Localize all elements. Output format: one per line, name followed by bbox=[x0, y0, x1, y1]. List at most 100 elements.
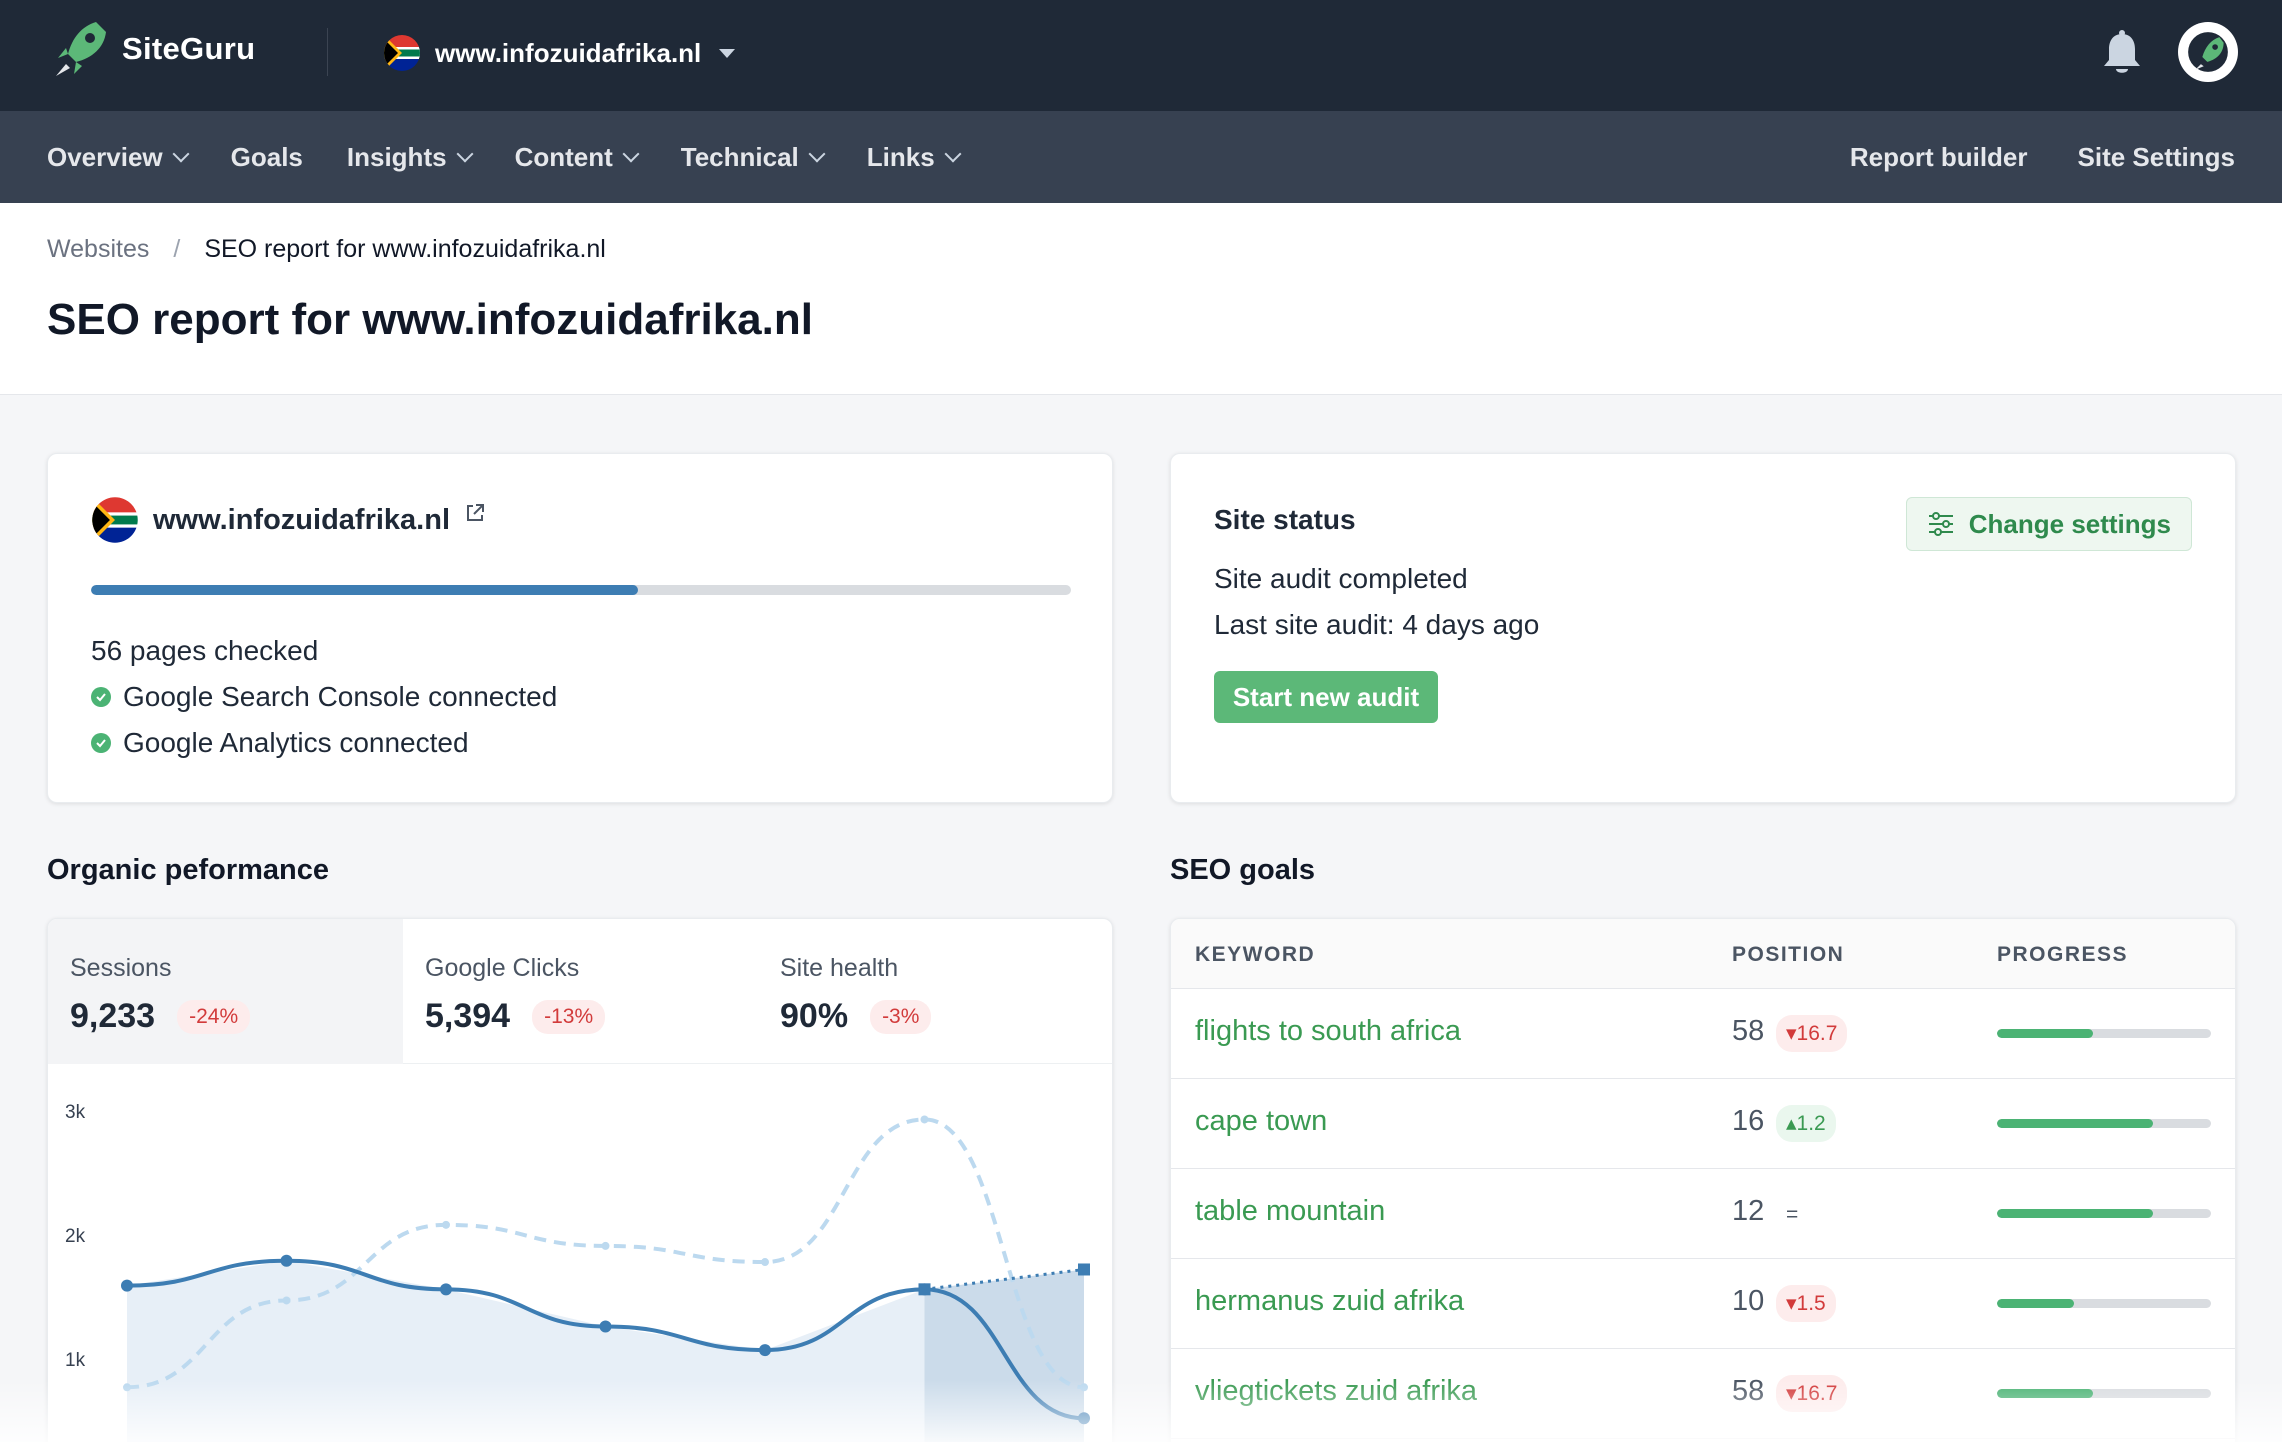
site-status-title: Site status bbox=[1214, 504, 1356, 535]
site-selector[interactable]: www.infozuidafrika.nl bbox=[383, 34, 736, 72]
projection-line bbox=[924, 1267, 1085, 1291]
goal-progress-fill bbox=[1997, 1299, 2075, 1308]
crawl-progress-fill bbox=[91, 585, 638, 595]
keyword-position: 16 bbox=[1732, 1105, 1765, 1137]
sessions-point bbox=[599, 1320, 612, 1333]
sessions-point bbox=[121, 1279, 133, 1292]
chevron-down-icon bbox=[172, 145, 190, 163]
sliders-icon bbox=[1928, 512, 1953, 536]
position-change-badge: ▾16.7 bbox=[1776, 1015, 1848, 1052]
metric-value: 9,233 bbox=[70, 997, 156, 1035]
breadcrumb-websites[interactable]: Websites bbox=[47, 235, 150, 263]
keyword-position: 58 bbox=[1732, 1015, 1765, 1047]
chevron-down-icon bbox=[944, 145, 962, 163]
keyword-link[interactable]: cape town bbox=[1195, 1105, 1328, 1137]
connection-gsc: Google Search Console connected bbox=[91, 674, 557, 720]
change-settings-button[interactable]: Change settings bbox=[1905, 497, 2192, 551]
previous-period-point bbox=[761, 1258, 769, 1267]
nav-label: Technical bbox=[680, 141, 799, 172]
previous-period-point bbox=[1080, 1383, 1088, 1392]
nav-links[interactable]: Links bbox=[867, 142, 962, 173]
main-nav: Overview Goals Insights Content Technical Lin… bbox=[0, 111, 2282, 203]
keyword-position: 58 bbox=[1732, 1375, 1765, 1407]
header-position: POSITION bbox=[1732, 943, 1845, 966]
page-header: Websites / SEO report for www.infozuidaf… bbox=[0, 203, 2282, 395]
metric-label: Google Clicks bbox=[425, 954, 580, 982]
nav-overview[interactable]: Overview bbox=[47, 142, 190, 173]
start-new-audit-button[interactable]: Start new audit bbox=[1214, 671, 1438, 723]
arrow-down-icon: ▾ bbox=[1786, 1292, 1797, 1315]
goal-progress-bar bbox=[1997, 1389, 2211, 1398]
metric-tabs: Sessions 9,233 -24% Google Clicks 5,394 -13% S… bbox=[48, 919, 1112, 1064]
check-circle-icon bbox=[91, 687, 111, 707]
table-row: flights to south africa 58 ▾16.7 bbox=[1171, 989, 2235, 1079]
goals-table-header: KEYWORD POSITION PROGRESS bbox=[1171, 919, 2235, 989]
header-keyword: KEYWORD bbox=[1195, 943, 1316, 966]
connection-label: Google Search Console connected bbox=[123, 681, 558, 712]
rocket-icon bbox=[56, 22, 106, 76]
nav-label: Insights bbox=[346, 141, 447, 172]
south-africa-flag-icon bbox=[384, 35, 420, 71]
tab-sessions[interactable]: Sessions 9,233 -24% bbox=[48, 919, 403, 1064]
y-tick-label: 3k bbox=[65, 1102, 86, 1123]
header-progress: PROGRESS bbox=[1997, 943, 2129, 966]
bell-icon[interactable] bbox=[2100, 30, 2144, 78]
page-title: SEO report for www.infozuidafrika.nl bbox=[47, 295, 813, 344]
avatar[interactable] bbox=[2178, 22, 2238, 82]
table-row: vliegtickets zuid afrika 58 ▾16.7 bbox=[1171, 1349, 2235, 1439]
change-settings-label: Change settings bbox=[1968, 508, 2171, 539]
nav-goals[interactable]: Goals bbox=[231, 142, 303, 173]
goal-progress-bar bbox=[1997, 1119, 2211, 1128]
keyword-link[interactable]: vliegtickets zuid afrika bbox=[1195, 1375, 1478, 1407]
breadcrumb: Websites / SEO report for www.infozuidaf… bbox=[47, 235, 606, 264]
keyword-link[interactable]: hermanus zuid afrika bbox=[1195, 1285, 1465, 1317]
y-tick-label: 1k bbox=[65, 1350, 86, 1371]
position-change-value: 1.2 bbox=[1796, 1112, 1826, 1135]
metric-change-badge: -13% bbox=[532, 999, 606, 1034]
sessions-point bbox=[280, 1254, 293, 1267]
site-selector-label: www.infozuidafrika.nl bbox=[435, 37, 702, 68]
organic-chart: 3k2k1k0 bbox=[65, 1102, 1090, 1442]
arrow-down-icon: ▾ bbox=[1786, 1022, 1797, 1045]
sessions-point bbox=[440, 1283, 452, 1296]
metric-label: Sessions bbox=[70, 954, 172, 982]
check-circle-icon bbox=[91, 733, 111, 753]
previous-period-point bbox=[442, 1220, 450, 1229]
arrow-down-icon: ▾ bbox=[1786, 1382, 1797, 1405]
goal-progress-bar bbox=[1997, 1029, 2211, 1038]
audit-status: Site audit completed bbox=[1214, 563, 1468, 594]
projection-point bbox=[1078, 1263, 1090, 1276]
tab-site-health[interactable]: Site health 90% -3% bbox=[758, 919, 1112, 1064]
site-domain-link[interactable]: www.infozuidafrika.nl bbox=[153, 503, 450, 536]
metric-change-badge: -3% bbox=[870, 999, 932, 1034]
nav-site-settings[interactable]: Site Settings bbox=[2077, 141, 2235, 172]
caret-down-icon bbox=[719, 48, 736, 58]
tab-google-clicks[interactable]: Google Clicks 5,394 -13% bbox=[403, 919, 758, 1064]
goal-progress-fill bbox=[1997, 1029, 2094, 1038]
keyword-link[interactable]: table mountain bbox=[1195, 1195, 1386, 1227]
position-change-badge: ▾1.5 bbox=[1776, 1285, 1836, 1322]
siteguru-logo[interactable]: SiteGuru bbox=[52, 18, 255, 80]
nav-content[interactable]: Content bbox=[515, 142, 640, 173]
keyword-position: 10 bbox=[1732, 1285, 1765, 1317]
nav-label: Goals bbox=[230, 141, 303, 172]
site-card: www.infozuidafrika.nl 56 pages checked G… bbox=[47, 453, 1113, 803]
chevron-down-icon bbox=[808, 145, 826, 163]
external-link-icon[interactable] bbox=[464, 502, 486, 524]
nav-insights[interactable]: Insights bbox=[346, 141, 474, 173]
position-change-badge: = bbox=[1776, 1197, 1808, 1233]
connection-ga: Google Analytics connected bbox=[91, 720, 557, 766]
position-change-value: = bbox=[1786, 1203, 1799, 1226]
last-audit: Last site audit: 4 days ago bbox=[1214, 609, 1540, 640]
previous-period-point bbox=[920, 1115, 929, 1124]
nav-technical[interactable]: Technical bbox=[680, 141, 826, 173]
table-row: cape town 16 ▴1.2 bbox=[1171, 1079, 2235, 1169]
seo-goals-card: KEYWORD POSITION PROGRESS flights to sou… bbox=[1170, 918, 2236, 1442]
position-change-badge: ▾16.7 bbox=[1776, 1375, 1848, 1412]
position-change-value: 1.5 bbox=[1796, 1292, 1826, 1315]
keyword-link[interactable]: flights to south africa bbox=[1195, 1015, 1461, 1047]
previous-period-point bbox=[601, 1241, 610, 1250]
metric-value: 90% bbox=[780, 997, 849, 1035]
nav-report-builder[interactable]: Report builder bbox=[1849, 141, 2028, 172]
metric-value: 5,394 bbox=[425, 997, 511, 1035]
